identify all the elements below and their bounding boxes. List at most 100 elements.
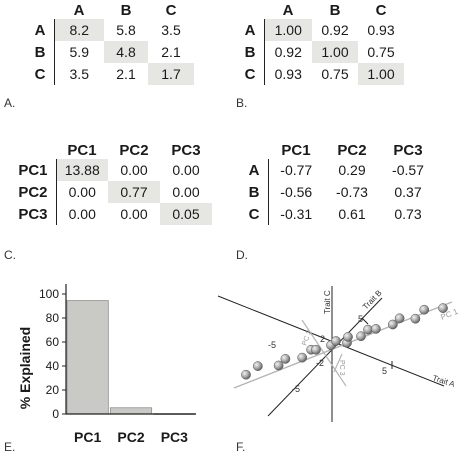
matrix-cell: 0.92 [263,41,312,63]
row-header: B [248,183,260,201]
row-header: C [248,205,260,223]
row-header: A [244,21,256,39]
matrix-cell: 0.61 [338,206,366,222]
col-header: PC1 [281,142,311,159]
matrix-cell: 3.5 [53,63,104,85]
y-axis-ticks: 0 20 40 60 80 100 [39,287,66,421]
y-tick-label: 60 [46,335,60,349]
data-point [273,360,284,371]
matrix-cell: 5.9 [53,41,104,63]
bars [66,300,196,415]
col-header: C [165,2,177,19]
row-header: C [244,65,256,83]
matrix-d: PC1 PC2 PC3 A -0.77 0.29 -0.57 B -0.56 -… [238,142,437,225]
col-header: PC3 [171,142,201,159]
matrix-cell: 0.00 [55,203,108,225]
y-axis-label: % Explained [17,327,33,409]
data-point [438,303,448,313]
data-point [387,319,398,330]
data-point [410,313,421,324]
x-axis-categories: PC1 PC2 PC3 [74,429,188,445]
matrix-cell: 1.00 [263,19,312,41]
row-header: B [244,43,256,61]
matrix-cell: -0.73 [336,184,368,200]
matrix-cell: 0.29 [338,162,366,178]
trait-b-tick [361,317,369,325]
row-header: PC3 [18,205,48,223]
matrix-row: C 3.5 2.1 1.7 [26,63,194,85]
x-tick-label: PC2 [117,429,144,445]
data-point [356,331,366,342]
matrix-cell: 1.00 [312,41,358,63]
col-header: PC2 [119,142,149,159]
matrix-cell: 13.88 [55,159,108,181]
row-header: C [34,65,46,83]
matrix-cell: 5.8 [116,22,136,38]
col-header: A [282,2,294,19]
matrix-cell: 0.00 [172,184,200,200]
data-point [241,369,251,380]
matrix-row: B 0.92 1.00 0.75 [236,41,404,63]
col-header: B [120,2,132,19]
tick-label-5-trait-b: 5 [358,314,363,324]
matrix-cell: 0.05 [160,203,212,225]
matrix-cell: 8.2 [53,19,104,41]
matrix-cell: 0.73 [394,206,422,222]
matrix-row: A -0.77 0.29 -0.57 [238,159,436,181]
matrix-cell: -0.31 [267,203,324,225]
matrix-cell: -0.77 [267,159,324,181]
col-header: C [375,2,387,19]
matrix-cell: 0.93 [263,63,312,85]
matrix-c-header-row: PC1 PC2 PC3 [10,142,212,159]
matrix-cell: 1.7 [148,63,194,85]
matrix-row: A 8.2 5.8 3.5 [26,19,194,41]
matrix-row: PC2 0.00 0.77 0.00 [10,181,212,203]
data-point [252,361,263,371]
matrix-cell: 0.00 [120,162,148,178]
row-header: PC1 [18,161,48,179]
panel-label-b: B. [236,96,248,110]
matrix-b: A B C A 1.00 0.92 0.93 B 0.92 1.00 0.75 … [236,2,405,85]
col-header: PC2 [337,142,367,159]
matrix-row: C -0.31 0.61 0.73 [238,203,436,225]
panel-label-c: C. [4,248,16,262]
pc3-axis [333,353,343,373]
matrix-row: A 1.00 0.92 0.93 [236,19,404,41]
matrix-cell: 0.00 [172,162,200,178]
y-tick-label: 0 [52,407,59,421]
matrix-b-header-row: A B C [236,2,404,19]
data-point [297,352,308,363]
tick-label-minus2: -2 [316,358,324,368]
matrix-row: PC3 0.00 0.00 0.05 [10,203,212,225]
trait-a-label: Trait A [431,373,456,389]
col-header: PC3 [393,142,423,159]
tick-label-minus5-trait-a: -5 [268,340,276,350]
matrix-cell: 2.1 [161,44,181,60]
matrix-cell: 0.75 [367,44,395,60]
row-header: A [34,21,46,39]
data-point [371,324,381,334]
col-header: B [329,2,341,19]
matrix-c: PC1 PC2 PC3 PC1 13.88 0.00 0.00 PC2 0.00… [10,142,213,225]
bar-pc1 [66,300,109,415]
row-header: A [248,161,260,179]
y-tick-label: 20 [46,383,60,397]
matrix-row: B -0.56 -0.73 0.37 [238,181,436,203]
panel-label-d: D. [236,248,248,262]
matrix-cell: 0.93 [367,22,395,38]
trait-c-label: Trait C [323,290,332,314]
matrix-cell: 0.00 [55,181,108,203]
matrix-d-header-row: PC1 PC2 PC3 [238,142,436,159]
matrix-cell: 2.1 [116,66,136,82]
panel-label-a: A. [4,96,16,110]
matrix-cell: 0.00 [120,206,148,222]
matrix-cell: 0.37 [394,184,422,200]
pc2-label: PC 2 [301,330,313,347]
matrix-a-header-row: A B C [26,2,194,19]
pc2-axis [301,319,347,387]
pc3-label: PC 3 [338,360,345,376]
y-tick-label: 80 [46,311,60,325]
matrix-cell: 0.77 [108,181,160,203]
matrix-a: A B C A 8.2 5.8 3.5 B 5.9 4.8 2.1 C 3.5 … [26,2,195,85]
row-header: B [34,43,46,61]
